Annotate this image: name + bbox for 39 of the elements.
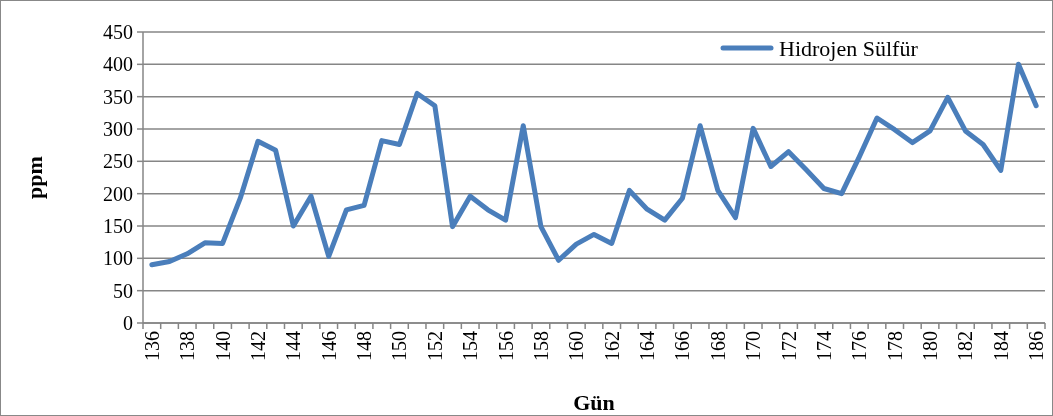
y-tick-label: 350 [103,85,133,108]
x-tick-label: 176 [848,331,871,361]
x-tick-label: 140 [211,331,234,361]
x-tick-label: 174 [812,331,835,361]
x-tick-label: 178 [883,331,906,361]
y-tick-label: 150 [103,215,133,237]
y-tick-label: 200 [103,182,133,205]
x-tick-label: 144 [282,331,305,361]
x-tick-label: 172 [777,331,800,361]
x-tick-label: 158 [529,331,552,361]
y-tick-label: 300 [103,118,133,140]
x-tick-label: 170 [742,331,765,361]
x-tick-label: 184 [989,331,1012,361]
x-tick-label: 154 [459,331,482,361]
x-tick-label: 136 [140,331,163,361]
x-tick-label: 138 [176,331,199,361]
x-tick-label: 164 [636,331,659,361]
y-tick-label: 0 [123,312,133,334]
y-axis-title: ppm [22,156,47,199]
x-axis-title: Gün [573,390,615,415]
x-tick-label: 180 [919,331,942,361]
x-tick-label: 182 [954,331,977,361]
x-tick-label: 186 [1025,331,1048,361]
legend-label: Hidrojen Sülfür [779,35,919,61]
x-tick-label: 150 [388,331,411,361]
x-tick-label: 142 [246,331,269,361]
y-tick-label: 50 [113,279,133,302]
x-tick-label: 152 [423,331,446,361]
x-tick-label: 166 [671,331,694,361]
x-tick-label: 146 [317,331,340,361]
x-tick-label: 148 [353,331,376,361]
x-tick-label: 156 [494,331,517,361]
x-tick-label: 168 [706,331,729,361]
y-tick-label: 400 [103,53,133,76]
x-tick-label: 160 [565,331,588,361]
x-tick-label: 162 [600,331,623,361]
y-tick-label: 100 [103,247,133,270]
y-tick-label: 250 [103,150,133,173]
y-tick-label: 450 [103,21,133,43]
